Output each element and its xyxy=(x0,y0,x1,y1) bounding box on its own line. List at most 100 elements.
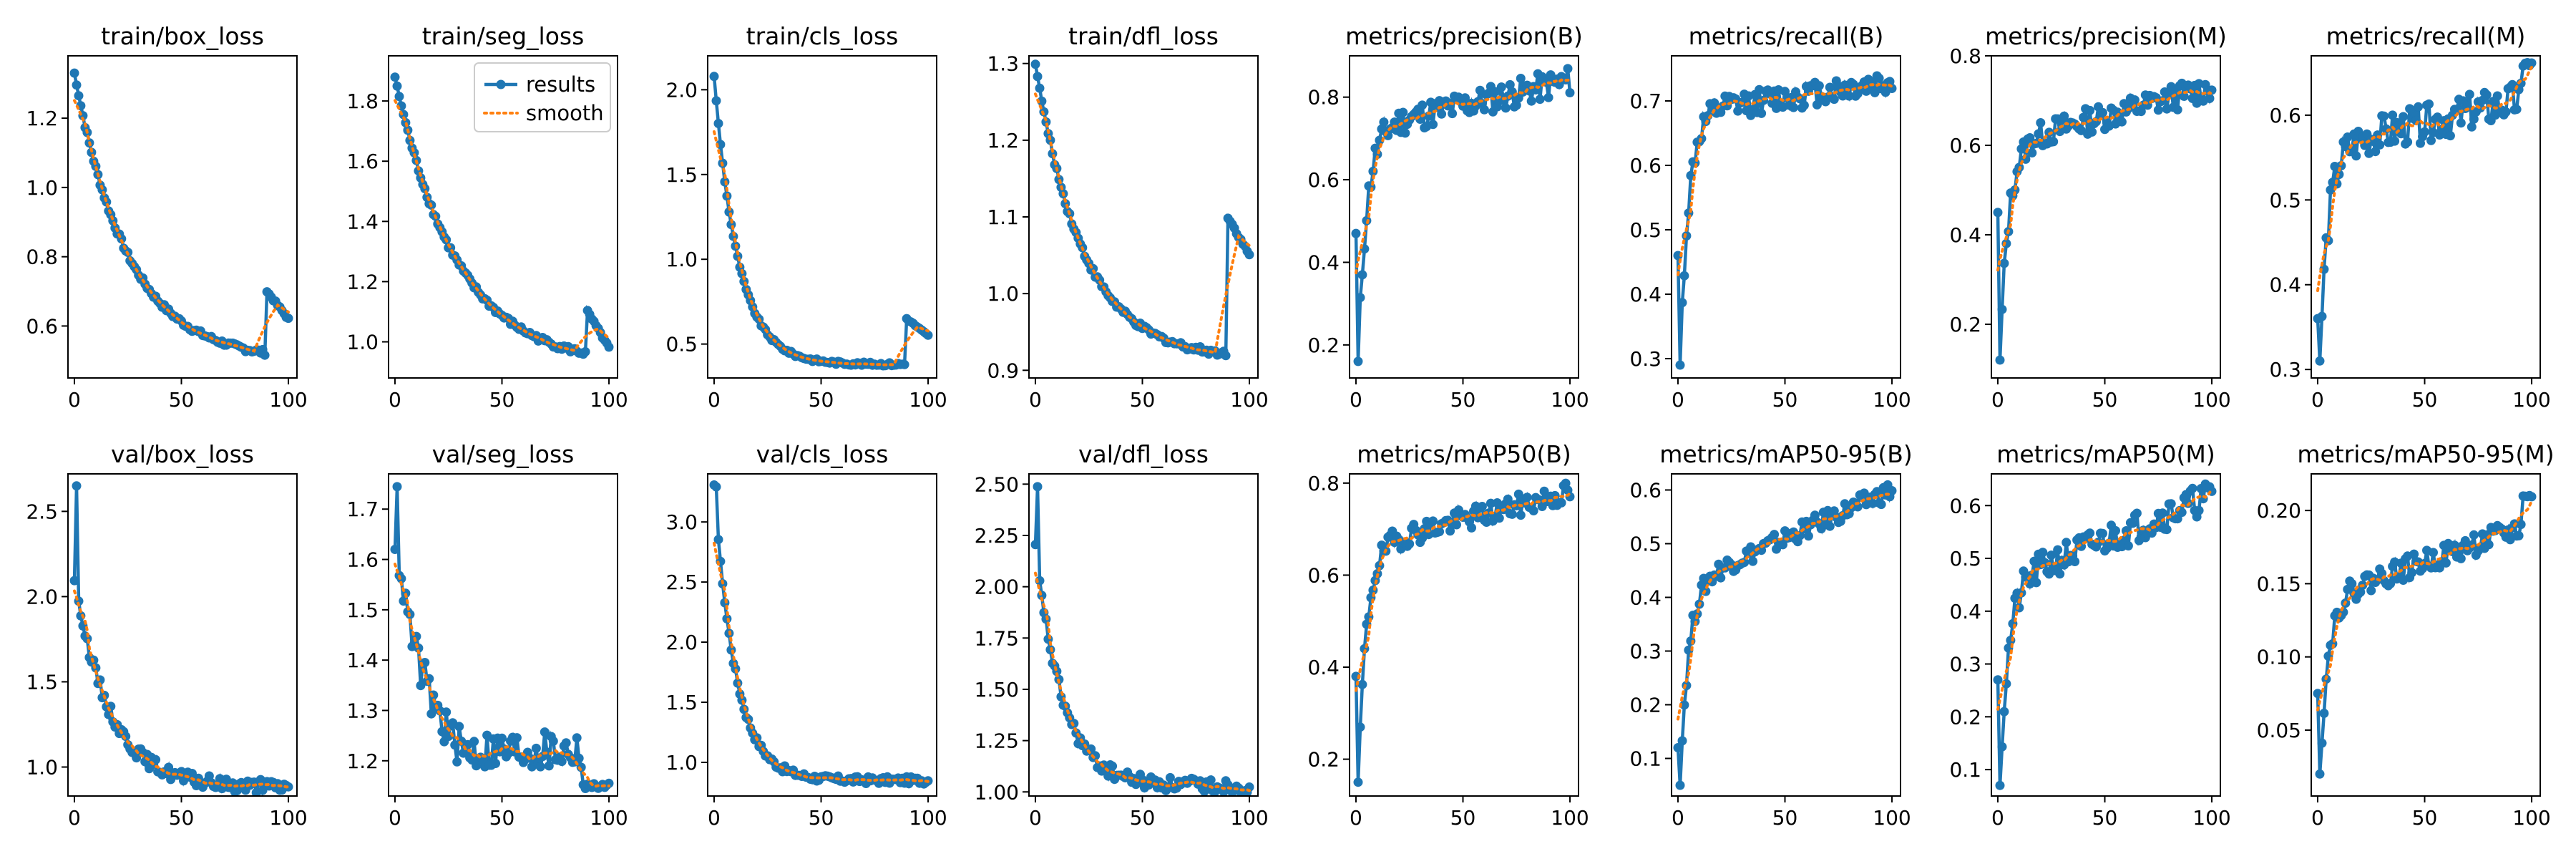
plot-area xyxy=(69,481,293,796)
results-point xyxy=(2194,505,2204,515)
results-point xyxy=(1045,135,1055,145)
y-tick-label: 1.7 xyxy=(346,498,379,521)
x-tick-label: 50 xyxy=(1450,806,1476,830)
results-point xyxy=(69,576,79,586)
results-point xyxy=(1539,486,1549,496)
results-point xyxy=(1528,506,1538,515)
y-tick-label: 1.6 xyxy=(346,150,379,173)
x-tick-label: 100 xyxy=(1230,806,1268,830)
y-tick-label: 2.0 xyxy=(665,78,698,102)
subplot-title: metrics/recall(M) xyxy=(2326,22,2526,50)
x-tick-label: 0 xyxy=(1672,388,1684,412)
results-point xyxy=(1543,92,1553,102)
results-point xyxy=(1398,107,1408,117)
y-tick-label: 1.5 xyxy=(26,670,58,694)
x-tick-label: 50 xyxy=(1450,388,1476,412)
axes-frame xyxy=(2311,473,2541,797)
axes-frame xyxy=(1349,473,1579,797)
x-tick-label: 100 xyxy=(1551,806,1589,830)
results-point xyxy=(2044,127,2054,137)
results-point xyxy=(469,737,479,747)
results-point xyxy=(491,759,500,768)
x-tick-label: 100 xyxy=(269,806,307,830)
subplot-title: metrics/mAP50-95(M) xyxy=(2297,440,2554,468)
results-point xyxy=(2403,137,2413,147)
results-point xyxy=(2027,148,2037,157)
results-point xyxy=(1733,106,1743,116)
y-tick-label: 0.4 xyxy=(1307,251,1340,274)
y-tick-label: 0.6 xyxy=(2269,104,2301,127)
results-point xyxy=(1692,609,1702,619)
results-point xyxy=(1477,502,1487,511)
y-tick-label: 1.0 xyxy=(665,751,698,775)
smooth-line xyxy=(1034,571,1251,792)
results-point xyxy=(2347,578,2357,588)
results-point xyxy=(2172,105,2182,115)
results-point xyxy=(2464,89,2474,100)
results-point xyxy=(2407,568,2417,578)
x-tick-label: 50 xyxy=(1130,806,1156,830)
subplot-title: train/cls_loss xyxy=(746,22,899,50)
x-tick-label: 50 xyxy=(1130,388,1156,412)
results-point xyxy=(1501,103,1511,113)
subplot: train/cls_loss 0 50 100 0.5 1.0 1.5 2.0 xyxy=(665,22,947,412)
x-tick-label: 50 xyxy=(2412,806,2438,830)
results-point xyxy=(2112,107,2122,117)
y-tick-label: 1.3 xyxy=(346,699,379,722)
results-point xyxy=(1709,98,1719,108)
results-point xyxy=(604,342,614,352)
subplot: train/dfl_loss 0 50 100 0.9 1.0 1.1 1.2 1.3 xyxy=(987,22,1268,412)
axes-frame xyxy=(1671,55,1901,379)
x-tick-label: 0 xyxy=(1672,806,1684,830)
y-tick-label: 0.5 xyxy=(1629,533,1662,556)
results-point xyxy=(1418,100,1428,110)
y-tick-label: 1.0 xyxy=(665,248,698,271)
y-tick-label: 1.3 xyxy=(987,52,1019,76)
axes-frame xyxy=(388,55,618,379)
results-point xyxy=(1716,573,1726,583)
results-point xyxy=(1993,208,2003,218)
axes-frame xyxy=(1349,55,1579,379)
y-tick-label: 0.4 xyxy=(1307,656,1340,679)
x-tick-label: 50 xyxy=(1772,806,1798,830)
results-point xyxy=(2046,550,2057,560)
subplot: metrics/precision(M) 0 50 100 0.2 0.4 0.6 0.8 xyxy=(1949,22,2230,412)
results-point xyxy=(1452,520,1461,530)
results-point xyxy=(1673,743,1683,752)
y-tick-label: 0.2 xyxy=(1307,748,1340,772)
results-point xyxy=(2319,709,2329,718)
results-point xyxy=(2482,90,2492,100)
results-point xyxy=(459,748,469,758)
x-tick-label: 0 xyxy=(389,806,401,830)
x-tick-label: 100 xyxy=(590,388,628,412)
subplot-title: metrics/precision(B) xyxy=(1345,22,1583,50)
results-point xyxy=(2429,548,2438,558)
results-point xyxy=(899,359,909,369)
results-point xyxy=(2390,136,2400,146)
results-point xyxy=(1041,117,1051,127)
results-point xyxy=(1435,527,1445,537)
results-point xyxy=(72,80,82,90)
results-point xyxy=(2079,112,2089,122)
results-point xyxy=(1516,510,1526,520)
plot-area xyxy=(69,68,293,360)
results-point xyxy=(392,482,402,492)
results-point xyxy=(557,757,567,767)
results-point xyxy=(2031,578,2041,588)
results-point xyxy=(604,778,614,788)
results-point xyxy=(2484,540,2494,550)
y-tick-label: 1.8 xyxy=(346,89,379,113)
results-point xyxy=(2166,499,2176,509)
results-point xyxy=(2445,131,2455,141)
results-point xyxy=(1467,523,1476,533)
x-tick-label: 0 xyxy=(1350,388,1362,412)
results-point xyxy=(2055,569,2065,579)
results-point xyxy=(2414,102,2423,112)
results-point xyxy=(1244,250,1254,260)
x-tick-label: 100 xyxy=(1873,806,1911,830)
x-tick-label: 50 xyxy=(2412,388,2438,412)
results-point xyxy=(1789,102,1798,112)
subplot: metrics/mAP50-95(B) 0 50 100 0.1 0.2 0.3 0.4 0.5… xyxy=(1629,440,1912,830)
x-tick-label: 100 xyxy=(2512,388,2550,412)
results-point xyxy=(1999,707,2009,717)
